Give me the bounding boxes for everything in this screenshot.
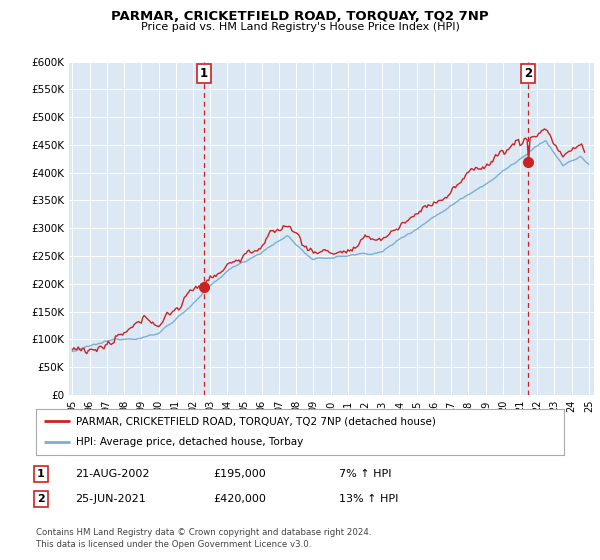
Text: PARMAR, CRICKETFIELD ROAD, TORQUAY, TQ2 7NP (detached house): PARMAR, CRICKETFIELD ROAD, TORQUAY, TQ2 …	[76, 416, 436, 426]
Text: 13% ↑ HPI: 13% ↑ HPI	[339, 494, 398, 504]
Text: HPI: Average price, detached house, Torbay: HPI: Average price, detached house, Torb…	[76, 437, 303, 447]
Text: Price paid vs. HM Land Registry's House Price Index (HPI): Price paid vs. HM Land Registry's House …	[140, 22, 460, 32]
Text: £420,000: £420,000	[213, 494, 266, 504]
Text: 2: 2	[524, 67, 532, 80]
Text: PARMAR, CRICKETFIELD ROAD, TORQUAY, TQ2 7NP: PARMAR, CRICKETFIELD ROAD, TORQUAY, TQ2 …	[111, 10, 489, 23]
Text: £195,000: £195,000	[213, 469, 266, 479]
Text: 2: 2	[37, 494, 44, 504]
Text: 1: 1	[37, 469, 44, 479]
Text: This data is licensed under the Open Government Licence v3.0.: This data is licensed under the Open Gov…	[36, 540, 311, 549]
Text: 7% ↑ HPI: 7% ↑ HPI	[339, 469, 391, 479]
Text: Contains HM Land Registry data © Crown copyright and database right 2024.: Contains HM Land Registry data © Crown c…	[36, 528, 371, 536]
Text: 25-JUN-2021: 25-JUN-2021	[75, 494, 146, 504]
Text: 1: 1	[200, 67, 208, 80]
Text: 21-AUG-2002: 21-AUG-2002	[75, 469, 149, 479]
